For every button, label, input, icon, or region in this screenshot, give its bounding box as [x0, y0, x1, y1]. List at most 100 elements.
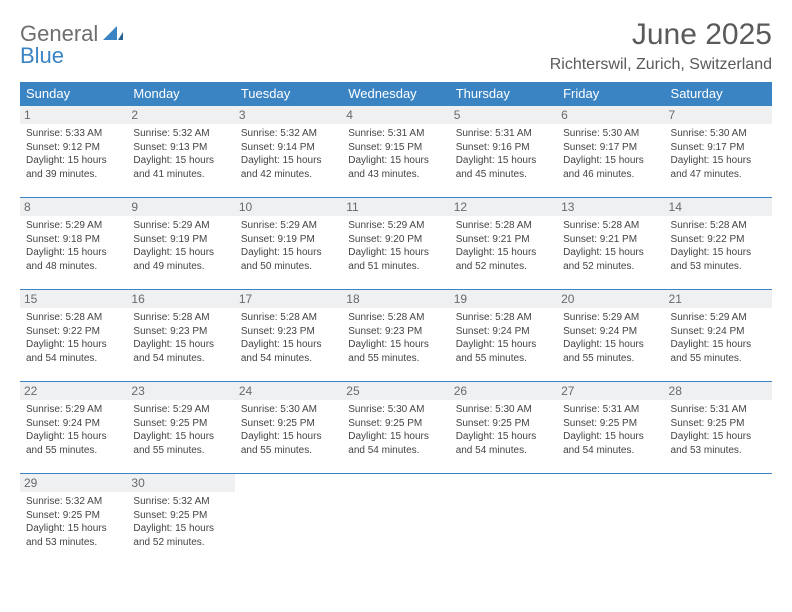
- calendar-cell: 15Sunrise: 5:28 AMSunset: 9:22 PMDayligh…: [20, 290, 127, 382]
- calendar-cell: 1 Sunrise: 5:33 AMSunset: 9:12 PMDaylight…: [20, 106, 127, 198]
- day-sr: Sunrise: 5:31 AM: [348, 127, 443, 141]
- location-subtitle: Richterswil, Zurich, Switzerland: [550, 56, 772, 74]
- day-dl: Daylight: 15 hours and 39 minutes.: [26, 154, 121, 181]
- calendar-cell: .: [665, 474, 772, 566]
- day-detail: Sunrise: 5:31 AMSunset: 9:25 PMDaylight:…: [671, 403, 766, 457]
- day-detail: Sunrise: 5:32 AMSunset: 9:25 PMDaylight:…: [26, 495, 121, 549]
- day-detail: Sunrise: 5:28 AMSunset: 9:23 PMDaylight:…: [348, 311, 443, 365]
- calendar-cell: 7Sunrise: 5:30 AMSunset: 9:17 PMDaylight…: [665, 106, 772, 198]
- day-dl: Daylight: 15 hours and 43 minutes.: [348, 154, 443, 181]
- day-detail: Sunrise: 5:28 AMSunset: 9:23 PMDaylight:…: [133, 311, 228, 365]
- day-sr: Sunrise: 5:28 AM: [133, 311, 228, 325]
- day-dl: Daylight: 15 hours and 51 minutes.: [348, 246, 443, 273]
- day-sr: Sunrise: 5:30 AM: [671, 127, 766, 141]
- day-ss: Sunset: 9:16 PM: [456, 141, 551, 155]
- calendar-cell: 28Sunrise: 5:31 AMSunset: 9:25 PMDayligh…: [665, 382, 772, 474]
- logo: General Blue: [20, 18, 123, 68]
- day-ss: Sunset: 9:25 PM: [133, 417, 228, 431]
- calendar-week: 15Sunrise: 5:28 AMSunset: 9:22 PMDayligh…: [20, 290, 772, 382]
- day-number: 2: [127, 106, 234, 124]
- month-title: June 2025: [550, 18, 772, 52]
- calendar-cell: .: [342, 474, 449, 566]
- day-sr: Sunrise: 5:28 AM: [456, 311, 551, 325]
- day-ss: Sunset: 9:23 PM: [348, 325, 443, 339]
- day-dl: Daylight: 15 hours and 47 minutes.: [671, 154, 766, 181]
- day-ss: Sunset: 9:13 PM: [133, 141, 228, 155]
- logo-text-block: General Blue: [20, 24, 123, 68]
- day-sr: Sunrise: 5:29 AM: [671, 311, 766, 325]
- calendar-cell: 27Sunrise: 5:31 AMSunset: 9:25 PMDayligh…: [557, 382, 664, 474]
- day-dl: Daylight: 15 hours and 55 minutes.: [563, 338, 658, 365]
- day-dl: Daylight: 15 hours and 52 minutes.: [133, 522, 228, 549]
- day-number: 12: [450, 198, 557, 216]
- calendar-cell: 11Sunrise: 5:29 AMSunset: 9:20 PMDayligh…: [342, 198, 449, 290]
- day-number: 19: [450, 290, 557, 308]
- day-ss: Sunset: 9:15 PM: [348, 141, 443, 155]
- day-number: 17: [235, 290, 342, 308]
- day-sr: Sunrise: 5:30 AM: [456, 403, 551, 417]
- day-ss: Sunset: 9:25 PM: [133, 509, 228, 523]
- day-ss: Sunset: 9:18 PM: [26, 233, 121, 247]
- day-number: 26: [450, 382, 557, 400]
- day-sr: Sunrise: 5:32 AM: [133, 127, 228, 141]
- calendar-cell: 18Sunrise: 5:28 AMSunset: 9:23 PMDayligh…: [342, 290, 449, 382]
- day-number: 25: [342, 382, 449, 400]
- day-number: 20: [557, 290, 664, 308]
- logo-word-blue: Blue: [20, 43, 64, 68]
- calendar-week: 29Sunrise: 5:32 AMSunset: 9:25 PMDayligh…: [20, 474, 772, 566]
- calendar-week: 22 Sunrise: 5:29 AMSunset: 9:24 PMDayligh…: [20, 382, 772, 474]
- dayheader-friday: Friday: [557, 82, 664, 106]
- day-detail: Sunrise: 5:33 AMSunset: 9:12 PMDaylight:…: [26, 127, 121, 181]
- day-ss: Sunset: 9:23 PM: [241, 325, 336, 339]
- day-sr: Sunrise: 5:29 AM: [133, 403, 228, 417]
- day-sr: Sunrise: 5:30 AM: [241, 403, 336, 417]
- day-dl: Daylight: 15 hours and 54 minutes.: [348, 430, 443, 457]
- day-detail: Sunrise: 5:32 AMSunset: 9:25 PMDaylight:…: [133, 495, 228, 549]
- day-detail: Sunrise: 5:29 AMSunset: 9:24 PMDaylight:…: [563, 311, 658, 365]
- calendar-cell: 17Sunrise: 5:28 AMSunset: 9:23 PMDayligh…: [235, 290, 342, 382]
- day-number: 4: [342, 106, 449, 124]
- day-number: 3: [235, 106, 342, 124]
- day-dl: Daylight: 15 hours and 45 minutes.: [456, 154, 551, 181]
- calendar-cell: 22 Sunrise: 5:29 AMSunset: 9:24 PMDayligh…: [20, 382, 127, 474]
- calendar-cell: 12Sunrise: 5:28 AMSunset: 9:21 PMDayligh…: [450, 198, 557, 290]
- day-sr: Sunrise: 5:28 AM: [348, 311, 443, 325]
- day-ss: Sunset: 9:25 PM: [241, 417, 336, 431]
- dayheader-thursday: Thursday: [450, 82, 557, 106]
- day-dl: Daylight: 15 hours and 46 minutes.: [563, 154, 658, 181]
- day-number: 22: [20, 382, 127, 400]
- calendar-cell: 30Sunrise: 5:32 AMSunset: 9:25 PMDayligh…: [127, 474, 234, 566]
- day-number: 27: [557, 382, 664, 400]
- day-dl: Daylight: 15 hours and 53 minutes.: [26, 522, 121, 549]
- dayheader-wednesday: Wednesday: [342, 82, 449, 106]
- calendar-cell: 20 Sunrise: 5:29 AMSunset: 9:24 PMDayligh…: [557, 290, 664, 382]
- day-number: 5: [450, 106, 557, 124]
- day-dl: Daylight: 15 hours and 54 minutes.: [241, 338, 336, 365]
- day-sr: Sunrise: 5:29 AM: [563, 311, 658, 325]
- calendar-cell: .: [450, 474, 557, 566]
- day-detail: Sunrise: 5:28 AMSunset: 9:24 PMDaylight:…: [456, 311, 551, 365]
- day-sr: Sunrise: 5:28 AM: [456, 219, 551, 233]
- day-sr: Sunrise: 5:31 AM: [671, 403, 766, 417]
- calendar-cell: 24Sunrise: 5:30 AMSunset: 9:25 PMDayligh…: [235, 382, 342, 474]
- day-dl: Daylight: 15 hours and 54 minutes.: [456, 430, 551, 457]
- calendar-table: Sunday Monday Tuesday Wednesday Thursday…: [20, 82, 772, 566]
- day-sr: Sunrise: 5:32 AM: [241, 127, 336, 141]
- day-detail: Sunrise: 5:30 AMSunset: 9:17 PMDaylight:…: [563, 127, 658, 181]
- calendar-cell: .: [557, 474, 664, 566]
- day-header-row: Sunday Monday Tuesday Wednesday Thursday…: [20, 82, 772, 106]
- day-ss: Sunset: 9:25 PM: [348, 417, 443, 431]
- day-detail: Sunrise: 5:29 AMSunset: 9:24 PMDaylight:…: [26, 403, 121, 457]
- day-dl: Daylight: 15 hours and 55 minutes.: [26, 430, 121, 457]
- day-detail: Sunrise: 5:29 AMSunset: 9:20 PMDaylight:…: [348, 219, 443, 273]
- day-number: 1: [20, 106, 127, 124]
- day-sr: Sunrise: 5:28 AM: [563, 219, 658, 233]
- day-sr: Sunrise: 5:32 AM: [26, 495, 121, 509]
- day-number: 14: [665, 198, 772, 216]
- day-number: 8: [20, 198, 127, 216]
- day-detail: Sunrise: 5:29 AMSunset: 9:19 PMDaylight:…: [241, 219, 336, 273]
- day-ss: Sunset: 9:20 PM: [348, 233, 443, 247]
- calendar-cell: .: [235, 474, 342, 566]
- calendar-cell: 3Sunrise: 5:32 AMSunset: 9:14 PMDaylight…: [235, 106, 342, 198]
- day-sr: Sunrise: 5:28 AM: [671, 219, 766, 233]
